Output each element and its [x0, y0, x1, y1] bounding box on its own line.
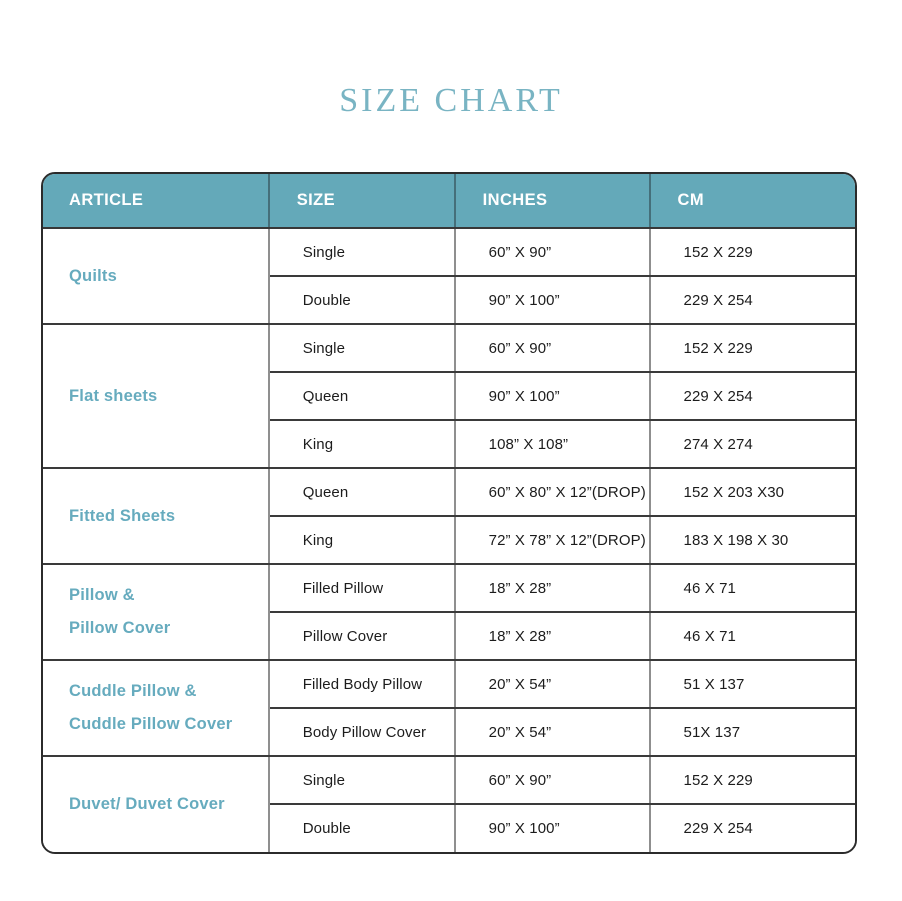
article-cell-duvet: Duvet/ Duvet Cover: [43, 756, 270, 852]
inches-cell: 90” X 100”: [454, 276, 651, 325]
article-cell-cuddle-pillow: Cuddle Pillow & Cuddle Pillow Cover: [43, 660, 270, 757]
table-row: Flat sheets Single 60” X 90” 152 X 229: [43, 324, 855, 469]
table-row: Pillow Cover 18” X 28” 46 X 71: [43, 612, 855, 661]
size-cell: Body Pillow Cover: [268, 708, 456, 757]
cm-cell: 46 X 71: [649, 564, 855, 613]
table-row: Body Pillow Cover 20” X 54” 51X 137: [43, 708, 855, 757]
size-cell: Queen: [268, 468, 456, 517]
article-label: Duvet/ Duvet Cover: [69, 795, 225, 813]
article-label: Pillow Cover: [69, 619, 171, 637]
size-cell: King: [268, 516, 456, 565]
inches-cell: 108” X 108”: [454, 420, 651, 469]
cm-cell: 152 X 229: [649, 756, 855, 805]
article-cell-flat-sheets: Flat sheets: [43, 324, 270, 469]
article-cell-fitted-sheets: Fitted Sheets: [43, 468, 270, 565]
cm-cell: 152 X 229: [649, 228, 855, 277]
inches-cell: 72” X 78” X 12”(DROP): [454, 516, 651, 565]
inches-cell: 60” X 80” X 12”(DROP): [454, 468, 651, 517]
cm-cell: 46 X 71: [649, 612, 855, 661]
column-header-size: SIZE: [268, 174, 456, 229]
size-cell: Pillow Cover: [268, 612, 456, 661]
inches-cell: 20” X 54”: [454, 660, 651, 709]
table-row: Pillow & Pillow Cover Filled Pillow 18” …: [43, 564, 855, 661]
table-row: King 72” X 78” X 12”(DROP) 183 X 198 X 3…: [43, 516, 855, 565]
inches-cell: 90” X 100”: [454, 804, 651, 852]
article-label: Flat sheets: [69, 386, 158, 405]
table-row: Duvet/ Duvet Cover Single 60” X 90” 152 …: [43, 756, 855, 852]
cm-cell: 152 X 203 X30: [649, 468, 855, 517]
inches-cell: 18” X 28”: [454, 564, 651, 613]
cm-cell: 229 X 254: [649, 276, 855, 325]
article-label: Quilts: [69, 266, 117, 285]
size-cell: King: [268, 420, 456, 469]
article-label: Cuddle Pillow Cover: [69, 715, 233, 733]
table-row: King 108” X 108” 274 X 274: [43, 420, 855, 469]
cm-cell: 183 X 198 X 30: [649, 516, 855, 565]
size-cell: Queen: [268, 372, 456, 421]
inches-cell: 60” X 90”: [454, 324, 651, 373]
table-row: Double 90” X 100” 229 X 254: [43, 276, 855, 325]
size-table: ARTICLE SIZE INCHES CM Quilts Single 60”…: [43, 174, 855, 852]
header-row: ARTICLE SIZE INCHES CM: [43, 174, 855, 229]
article-cell-quilts: Quilts: [43, 228, 270, 325]
table-row: Queen 90” X 100” 229 X 254: [43, 372, 855, 421]
column-header-inches: INCHES: [454, 174, 651, 229]
size-cell: Double: [268, 276, 456, 325]
table-row: Fitted Sheets Queen 60” X 80” X 12”(DROP…: [43, 468, 855, 565]
article-label: Pillow &: [69, 586, 135, 604]
size-cell: Single: [268, 228, 456, 277]
size-chart-table: ARTICLE SIZE INCHES CM Quilts Single 60”…: [41, 172, 857, 854]
page-title: SIZE CHART: [339, 82, 563, 119]
inches-cell: 60” X 90”: [454, 228, 651, 277]
cm-cell: 229 X 254: [649, 372, 855, 421]
column-header-cm: CM: [649, 174, 855, 229]
size-cell: Filled Pillow: [268, 564, 456, 613]
inches-cell: 60” X 90”: [454, 756, 651, 805]
article-label: Fitted Sheets: [69, 506, 176, 525]
inches-cell: 20” X 54”: [454, 708, 651, 757]
inches-cell: 18” X 28”: [454, 612, 651, 661]
cm-cell: 229 X 254: [649, 804, 855, 852]
cm-cell: 51X 137: [649, 708, 855, 757]
cm-cell: 274 X 274: [649, 420, 855, 469]
cm-cell: 51 X 137: [649, 660, 855, 709]
column-header-article: ARTICLE: [43, 174, 270, 229]
size-cell: Single: [268, 324, 456, 373]
cm-cell: 152 X 229: [649, 324, 855, 373]
article-cell-pillow: Pillow & Pillow Cover: [43, 564, 270, 661]
size-cell: Filled Body Pillow: [268, 660, 456, 709]
table-row: Quilts Single 60” X 90” 152 X 229: [43, 228, 855, 325]
size-cell: Double: [268, 804, 456, 852]
table-row: Double 90” X 100” 229 X 254: [43, 804, 855, 852]
table-row: Cuddle Pillow & Cuddle Pillow Cover Fill…: [43, 660, 855, 757]
inches-cell: 90” X 100”: [454, 372, 651, 421]
size-cell: Single: [268, 756, 456, 805]
article-label: Cuddle Pillow &: [69, 682, 197, 700]
